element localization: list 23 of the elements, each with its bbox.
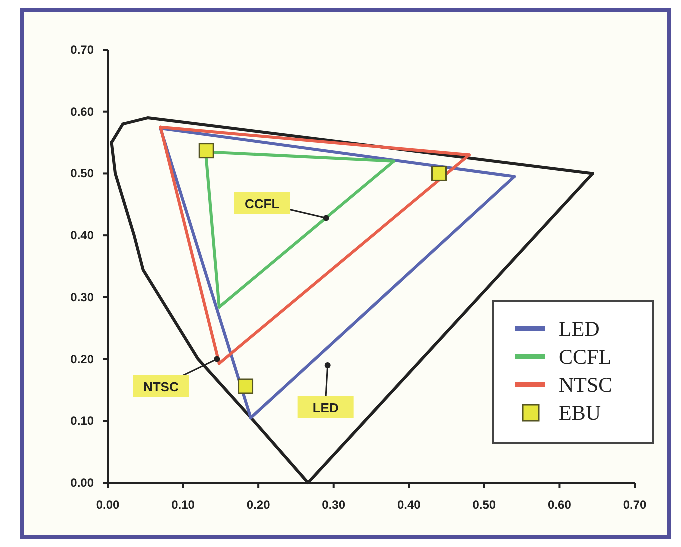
x-tick-label: 0.40: [397, 498, 422, 512]
y-tick-label: 0.50: [70, 166, 94, 181]
annotation: CCFL: [244, 196, 280, 212]
x-tick-label: 0.30: [322, 498, 346, 512]
legend-label: NTSC: [559, 373, 613, 397]
x-tick-label: 0.00: [96, 498, 120, 512]
y-tick-label: 0.30: [70, 290, 94, 304]
x-tick-label: 0.60: [548, 498, 572, 512]
x-tick-label: 0.50: [472, 498, 496, 512]
x-tick-label: 0.70: [623, 498, 647, 512]
legend-label: LED: [559, 317, 600, 341]
legend-label: EBU: [559, 401, 601, 425]
y-tick-label: 0.00: [70, 476, 94, 490]
y-tick-label: 0.40: [70, 228, 94, 243]
y-tick-label: 0.20: [70, 352, 94, 366]
annotation: NTSC: [143, 379, 180, 394]
x-tick-label: 0.20: [246, 498, 271, 512]
y-tick-label: 0.60: [70, 104, 94, 119]
annotation: LED: [312, 400, 339, 416]
x-tick-label: 0.10: [172, 498, 196, 512]
legend-label: CCFL: [559, 345, 612, 369]
y-tick-label: 0.70: [70, 43, 94, 57]
y-tick-label: 0.10: [70, 414, 94, 428]
